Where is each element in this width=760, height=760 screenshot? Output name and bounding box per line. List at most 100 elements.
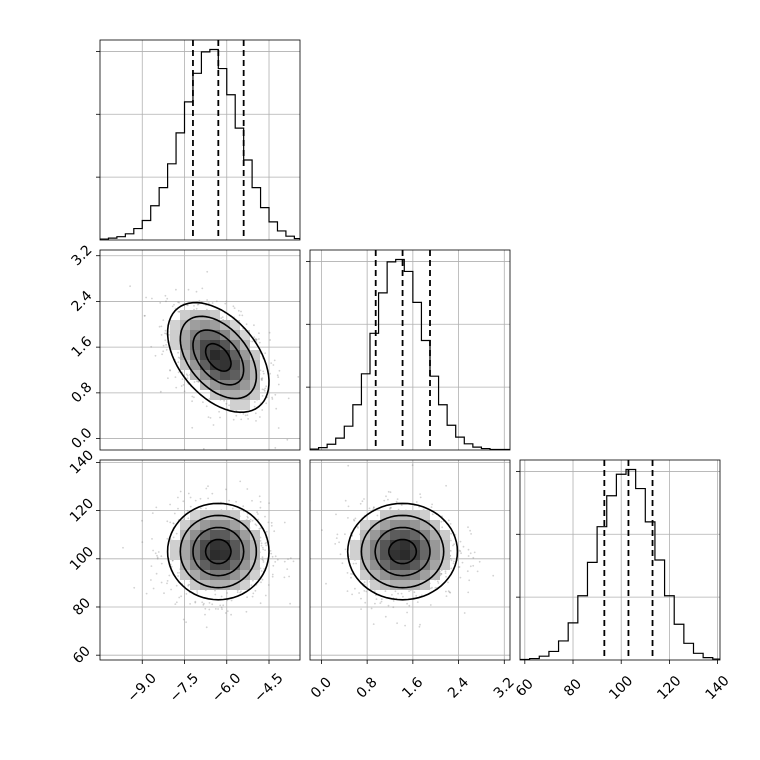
density-panel-0-1-sample: [129, 285, 132, 288]
density-panel-1-2-sample: [406, 611, 408, 614]
density-panel-1-2-sample: [325, 582, 327, 585]
density-panel-0-2-sample: [180, 595, 183, 598]
density-panel-0-1-density-cell: [210, 370, 220, 380]
y-tick-label-param-1: 0.0: [68, 425, 95, 452]
density-panel-0-1-sample: [262, 370, 265, 373]
density-panel-0-2-sample: [175, 532, 178, 535]
density-panel-0-2-sample: [259, 506, 262, 509]
density-panel-0-1-sample: [238, 314, 241, 317]
density-panel-0-2-density-cell: [230, 510, 240, 520]
density-panel-1-2-sample: [445, 575, 447, 578]
density-panel-1-2-plot-area: [310, 460, 510, 660]
density-panel-0-2-sample: [251, 519, 254, 522]
density-panel-1-2-sample: [453, 543, 455, 546]
density-panel-0-1-sample: [150, 345, 153, 348]
density-panel-0-1-sample: [235, 409, 238, 412]
density-panel-0-1-sample: [258, 332, 260, 335]
density-panel-0-2-sample: [182, 500, 185, 503]
density-panel-0-1-sample: [242, 413, 245, 415]
density-panel-0-2-sample: [271, 575, 274, 578]
density-panel-1-2-sample: [338, 541, 340, 544]
density-panel-0-1-sample: [255, 420, 257, 422]
density-panel-0-1-density-cell: [200, 330, 210, 340]
density-panel-1-2-sample: [373, 506, 375, 509]
density-panel-1-2-sample: [447, 590, 450, 593]
density-panel-0-1-sample: [196, 380, 198, 383]
density-panel-0-2-density-cell: [220, 540, 230, 550]
density-panel-0-1-sample: [265, 402, 268, 405]
density-panel-0-2-sample: [151, 538, 153, 540]
density-panel-0-2-sample: [175, 601, 178, 604]
density-panel-0-1-sample: [177, 361, 180, 364]
density-panel-1-2-density-cell: [390, 550, 400, 560]
density-panel-0-1-sample: [232, 418, 235, 421]
x-tick-label-param-2: 120: [654, 673, 684, 703]
density-panel-1-2-density-cell: [400, 560, 410, 570]
density-panel-0-1-sample: [276, 374, 279, 377]
density-panel-0-1-density-cell: [220, 370, 230, 380]
density-panel-0-2-sample: [240, 590, 242, 593]
density-panel-0-2-density-cell: [240, 580, 250, 590]
density-panel-0-1-sample: [223, 399, 226, 402]
density-panel-0-1-sample: [175, 288, 177, 291]
density-panel-0-2-density-cell: [200, 510, 210, 520]
density-panel-0-2-sample: [173, 512, 176, 515]
density-panel-0-1-sample: [169, 369, 171, 371]
density-panel-1-2-sample: [437, 582, 440, 584]
y-tick-label-param-1: 0.8: [68, 379, 95, 406]
density-panel-0-2-density-cell: [220, 520, 230, 530]
density-panel-0-2-density-cell: [190, 550, 200, 560]
density-panel-0-1-sample: [269, 339, 271, 341]
density-panel-1-2-density-cell: [380, 540, 390, 550]
density-panel-0-2-sample: [251, 595, 254, 598]
y-tick-label-param-1: 1.6: [68, 334, 95, 361]
density-panel-0-2-sample: [166, 537, 169, 540]
density-panel-0-1-sample: [253, 405, 256, 408]
density-panel-1-2-density-cell: [360, 550, 370, 560]
density-panel-0-2-sample: [151, 512, 154, 514]
density-panel-0-1-sample: [177, 301, 180, 304]
density-panel-0-2-density-cell: [170, 550, 180, 560]
density-panel-0-2-density-cell: [240, 540, 250, 550]
density-panel-0-1-density-cell: [190, 310, 200, 320]
density-panel-0-1-sample: [201, 287, 204, 290]
density-panel-0-1-sample: [197, 380, 200, 383]
density-panel-0-1-sample: [225, 402, 228, 405]
density-panel-0-1-frame: [99, 249, 301, 451]
density-panel-1-2-density-cell: [390, 540, 400, 550]
density-panel-1-2-density-cell: [370, 530, 380, 540]
density-panel-0-2-sample: [189, 603, 192, 605]
density-panel-0-1-density-cell: [230, 390, 240, 400]
density-panel-0-2-contour-3: [166, 502, 270, 601]
density-panel-0-2-sample: [262, 561, 265, 563]
density-panel-0-2-density-cell: [220, 560, 230, 570]
density-panel-1-2-sample: [346, 590, 349, 592]
density-panel-1-2-sample: [373, 590, 376, 592]
density-panel-0-1-sample: [245, 323, 248, 326]
x-tick-label-param-1: 1.6: [399, 674, 426, 701]
density-panel-0-2-sample: [265, 544, 267, 547]
density-panel-0-2-sample: [175, 584, 178, 587]
density-panel-0-2-sample: [252, 592, 255, 595]
density-panel-0-2-sample: [265, 541, 268, 544]
density-panel-0-2-density-cell: [220, 580, 230, 590]
density-panel-0-2-sample: [145, 592, 148, 595]
density-panel-0-2-density-cell: [250, 560, 260, 570]
density-panel-1-2-sample: [448, 591, 451, 593]
density-panel-1-2-sample: [363, 498, 365, 500]
density-panel-0-1-sample: [253, 324, 255, 327]
density-panel-0-1-sample: [180, 385, 183, 387]
density-panel-0-2-density-cell: [240, 570, 250, 580]
density-panel-1-2-sample: [363, 581, 366, 584]
density-panel-1-2-density-cell: [410, 510, 420, 520]
density-panel-0-2-sample: [287, 558, 289, 560]
density-panel-0-1-sample: [228, 404, 231, 407]
density-panel-0-1-sample: [254, 412, 257, 415]
density-panel-0-1-sample: [159, 390, 162, 393]
density-panel-0-2-sample: [245, 610, 248, 613]
density-panel-1-2-sample: [385, 495, 387, 498]
density-panel-0-2-sample: [214, 608, 217, 610]
density-panel-0-1-density-cell: [170, 340, 180, 350]
density-panel-0-1-sample: [198, 380, 200, 383]
density-panel-0-2-sample: [264, 515, 266, 518]
